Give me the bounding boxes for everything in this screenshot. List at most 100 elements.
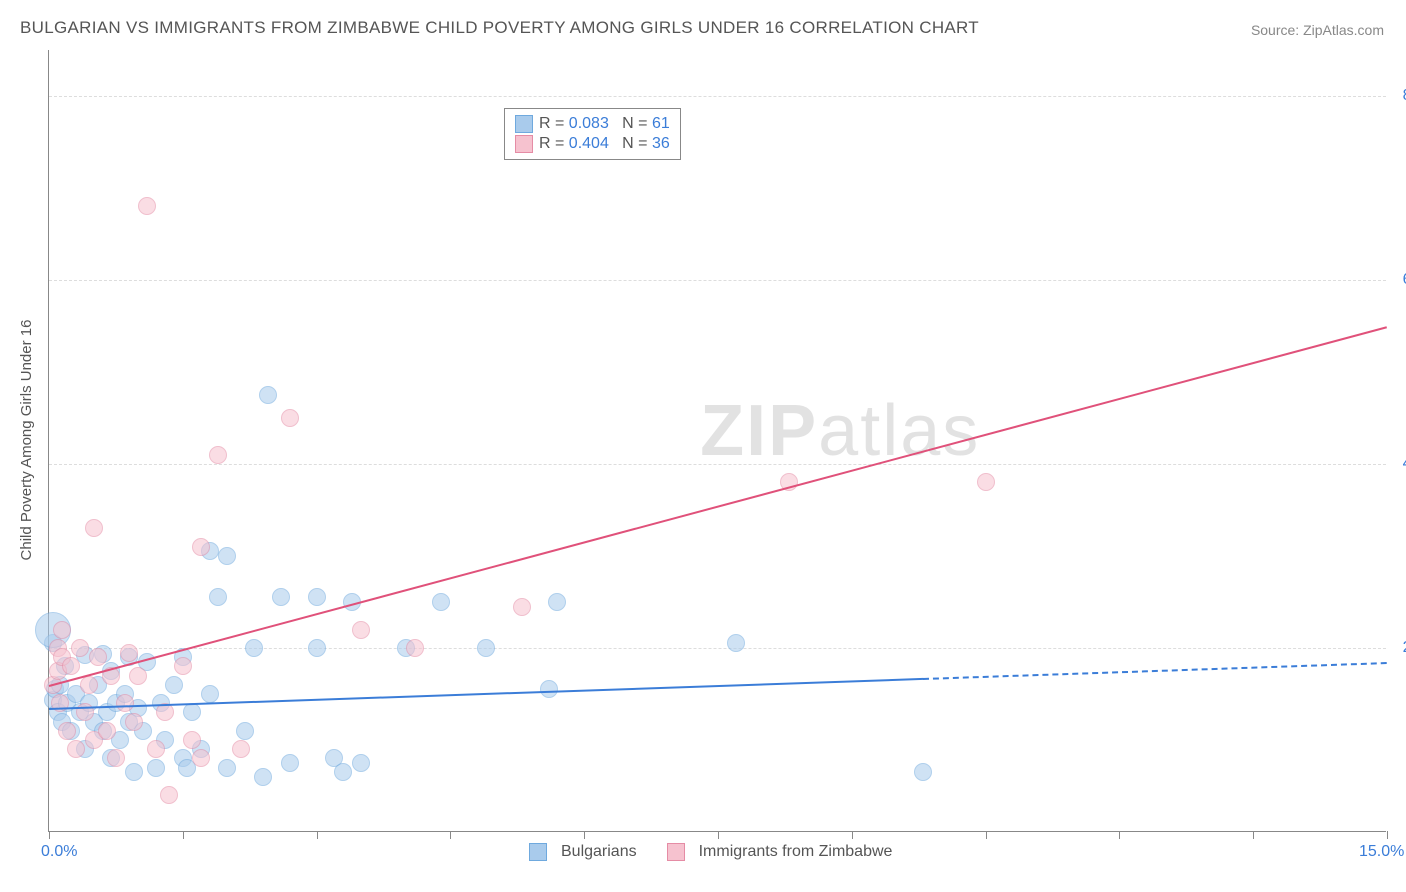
scatter-point	[192, 538, 210, 556]
scatter-point	[232, 740, 250, 758]
scatter-point	[352, 621, 370, 639]
legend-row: R = 0.083 N = 61	[515, 115, 670, 133]
series-name: Bulgarians	[561, 843, 637, 861]
scatter-point	[727, 634, 745, 652]
scatter-point	[125, 763, 143, 781]
correlation-legend: R = 0.083 N = 61R = 0.404 N = 36	[504, 108, 681, 160]
y-tick-label: 80.0%	[1403, 87, 1406, 105]
x-tick-label: 0.0%	[41, 843, 77, 861]
scatter-point	[192, 749, 210, 767]
y-axis-label: Child Poverty Among Girls Under 16	[18, 320, 35, 561]
x-tick	[183, 831, 184, 839]
r-value: 0.083	[569, 115, 609, 132]
scatter-point	[432, 593, 450, 611]
scatter-point	[406, 639, 424, 657]
scatter-point	[914, 763, 932, 781]
scatter-point	[174, 657, 192, 675]
legend-swatch	[667, 843, 685, 861]
scatter-point	[548, 593, 566, 611]
n-label: N =	[609, 135, 652, 152]
x-tick	[718, 831, 719, 839]
scatter-point	[125, 713, 143, 731]
scatter-point	[107, 749, 125, 767]
scatter-point	[540, 680, 558, 698]
plot-area: 20.0%40.0%60.0%80.0%0.0%15.0%ZIPatlasR =…	[48, 50, 1386, 832]
watermark: ZIPatlas	[700, 390, 980, 472]
legend-swatch	[529, 843, 547, 861]
trend-line	[923, 662, 1387, 680]
scatter-point	[209, 588, 227, 606]
scatter-point	[218, 759, 236, 777]
x-tick	[1253, 831, 1254, 839]
scatter-point	[62, 657, 80, 675]
scatter-point	[352, 754, 370, 772]
legend-item: Bulgarians	[529, 843, 637, 861]
n-value: 61	[652, 115, 670, 132]
source-label: Source: ZipAtlas.com	[1251, 22, 1384, 38]
scatter-point	[147, 759, 165, 777]
scatter-point	[245, 639, 263, 657]
scatter-point	[183, 731, 201, 749]
scatter-point	[138, 197, 156, 215]
scatter-point	[334, 763, 352, 781]
scatter-point	[80, 676, 98, 694]
x-tick	[986, 831, 987, 839]
n-label: N =	[609, 115, 652, 132]
scatter-point	[67, 740, 85, 758]
y-tick-label: 60.0%	[1403, 271, 1406, 289]
scatter-point	[254, 768, 272, 786]
scatter-point	[272, 588, 290, 606]
n-value: 36	[652, 135, 670, 152]
x-tick	[450, 831, 451, 839]
scatter-point	[165, 676, 183, 694]
scatter-point	[58, 722, 76, 740]
series-name: Immigrants from Zimbabwe	[699, 843, 893, 861]
scatter-point	[183, 703, 201, 721]
scatter-point	[259, 386, 277, 404]
scatter-point	[129, 667, 147, 685]
scatter-point	[281, 754, 299, 772]
scatter-point	[308, 639, 326, 657]
r-label: R =	[539, 135, 569, 152]
scatter-point	[120, 644, 138, 662]
x-tick	[1119, 831, 1120, 839]
scatter-point	[85, 519, 103, 537]
scatter-point	[513, 598, 531, 616]
gridline-h	[49, 464, 1386, 465]
scatter-point	[147, 740, 165, 758]
scatter-point	[308, 588, 326, 606]
scatter-point	[53, 621, 71, 639]
scatter-point	[209, 446, 227, 464]
chart-title: BULGARIAN VS IMMIGRANTS FROM ZIMBABWE CH…	[20, 18, 979, 38]
x-tick	[852, 831, 853, 839]
scatter-point	[160, 786, 178, 804]
series-legend: Bulgarians Immigrants from Zimbabwe	[529, 843, 892, 861]
r-value: 0.404	[569, 135, 609, 152]
scatter-point	[281, 409, 299, 427]
x-tick-label: 15.0%	[1359, 843, 1404, 861]
y-tick-label: 40.0%	[1403, 455, 1406, 473]
legend-swatch	[515, 115, 533, 133]
x-tick	[584, 831, 585, 839]
x-tick	[317, 831, 318, 839]
r-label: R =	[539, 115, 569, 132]
legend-item: Immigrants from Zimbabwe	[667, 843, 893, 861]
legend-row: R = 0.404 N = 36	[515, 135, 670, 153]
scatter-point	[218, 547, 236, 565]
y-tick-label: 20.0%	[1403, 639, 1406, 657]
chart-container: BULGARIAN VS IMMIGRANTS FROM ZIMBABWE CH…	[0, 0, 1406, 892]
gridline-h	[49, 96, 1386, 97]
scatter-point	[977, 473, 995, 491]
scatter-point	[477, 639, 495, 657]
scatter-point	[116, 694, 134, 712]
scatter-point	[98, 722, 116, 740]
trend-line	[49, 326, 1388, 687]
legend-swatch	[515, 135, 533, 153]
x-tick	[49, 831, 50, 839]
gridline-h	[49, 280, 1386, 281]
scatter-point	[201, 685, 219, 703]
scatter-point	[236, 722, 254, 740]
scatter-point	[89, 648, 107, 666]
scatter-point	[71, 639, 89, 657]
x-tick	[1387, 831, 1388, 839]
